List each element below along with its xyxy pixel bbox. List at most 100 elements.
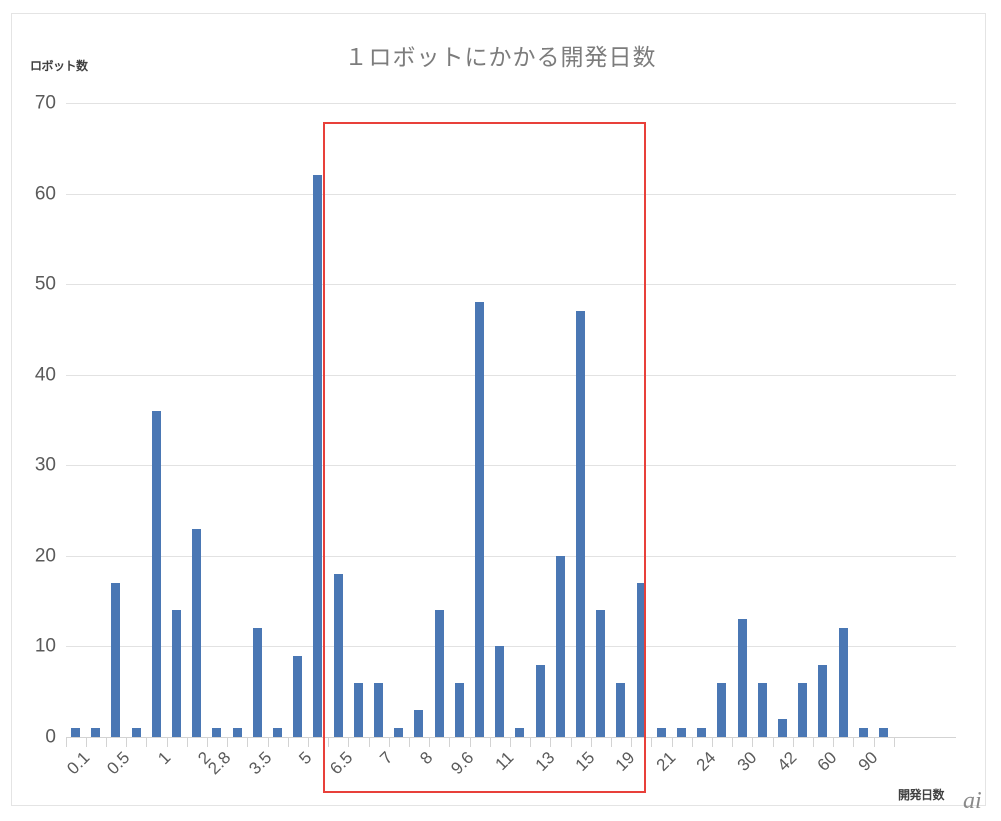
x-tick bbox=[651, 738, 653, 747]
bar bbox=[636, 583, 646, 737]
x-tick-label: 42 bbox=[773, 748, 801, 775]
x-tick bbox=[691, 738, 693, 747]
x-tick bbox=[469, 738, 471, 747]
bar bbox=[798, 682, 808, 737]
x-tick-label: 0.5 bbox=[103, 748, 134, 779]
x-tick bbox=[449, 738, 451, 747]
bar bbox=[596, 610, 606, 737]
bar bbox=[879, 727, 888, 737]
bar bbox=[737, 619, 747, 737]
gridline bbox=[66, 103, 956, 104]
x-tick-label: 60 bbox=[814, 748, 841, 775]
bar bbox=[192, 528, 202, 737]
bar bbox=[515, 727, 525, 737]
x-tick bbox=[812, 738, 814, 747]
bar bbox=[172, 610, 181, 737]
x-axis-line bbox=[66, 737, 956, 738]
bar bbox=[697, 727, 707, 737]
y-axis-tick-labels: 0 10 20 30 40 50 60 70 bbox=[12, 94, 56, 747]
y-tick-label: 30 bbox=[34, 454, 56, 476]
y-tick-label: 70 bbox=[34, 92, 56, 114]
bar bbox=[151, 410, 161, 737]
bar bbox=[495, 646, 505, 737]
x-tick bbox=[105, 738, 107, 747]
bar bbox=[374, 682, 383, 737]
x-tick bbox=[348, 738, 350, 747]
x-tick bbox=[267, 738, 269, 747]
bar bbox=[71, 727, 80, 737]
x-tick bbox=[146, 738, 148, 747]
x-tick-label: 0.1 bbox=[63, 748, 94, 779]
x-tick bbox=[388, 738, 390, 747]
gridline bbox=[66, 374, 956, 376]
bar bbox=[293, 655, 303, 737]
bar bbox=[394, 727, 404, 737]
bar bbox=[313, 175, 323, 737]
bar bbox=[91, 727, 101, 737]
bar bbox=[778, 718, 787, 737]
x-tick-label: 6.5 bbox=[325, 748, 357, 779]
x-tick bbox=[732, 738, 734, 747]
bar bbox=[232, 727, 242, 737]
x-tick bbox=[752, 738, 754, 747]
x-tick bbox=[631, 738, 633, 747]
bar bbox=[616, 682, 626, 737]
plot-area bbox=[66, 103, 956, 738]
x-tick bbox=[509, 738, 511, 747]
x-tick bbox=[671, 738, 673, 747]
bar bbox=[353, 682, 363, 737]
bar bbox=[252, 628, 262, 737]
x-tick bbox=[166, 738, 168, 747]
bar bbox=[757, 682, 767, 737]
y-tick-label: 60 bbox=[34, 183, 56, 205]
bar bbox=[717, 682, 727, 737]
bar bbox=[677, 727, 686, 737]
gridline bbox=[66, 646, 956, 648]
x-tick bbox=[328, 738, 330, 747]
x-tick-label: 19 bbox=[612, 748, 639, 775]
x-tick bbox=[873, 738, 875, 747]
y-tick-label: 20 bbox=[34, 545, 56, 567]
y-tick-label: 40 bbox=[34, 364, 56, 386]
x-tick bbox=[368, 738, 370, 747]
x-tick bbox=[227, 738, 229, 747]
x-tick-label: 5 bbox=[295, 748, 316, 769]
y-tick-label: 10 bbox=[34, 635, 56, 657]
x-tick-label: 15 bbox=[571, 748, 599, 775]
gridline bbox=[66, 555, 956, 557]
x-tick bbox=[772, 738, 774, 747]
gridline bbox=[66, 465, 956, 467]
x-tick bbox=[287, 738, 289, 747]
bar bbox=[434, 610, 444, 737]
bar bbox=[333, 573, 343, 737]
x-tick bbox=[429, 738, 431, 747]
x-tick bbox=[853, 738, 855, 747]
bar bbox=[858, 727, 868, 737]
bar bbox=[656, 727, 666, 737]
bar bbox=[475, 302, 484, 737]
bar bbox=[111, 583, 121, 737]
x-tick bbox=[893, 738, 895, 747]
y-tick-label: 50 bbox=[34, 273, 56, 295]
x-tick bbox=[792, 738, 794, 747]
x-tick-label: 7 bbox=[376, 748, 397, 769]
y-tick-label: 0 bbox=[45, 726, 56, 748]
watermark-logo: ai bbox=[963, 788, 982, 814]
bar bbox=[818, 664, 828, 737]
bar bbox=[838, 628, 848, 737]
x-tick bbox=[65, 738, 67, 747]
x-tick-label: 8 bbox=[416, 748, 437, 769]
x-tick-label: 9.6 bbox=[447, 748, 478, 779]
bar bbox=[273, 727, 282, 737]
x-axis-ticks bbox=[65, 738, 956, 747]
x-tick bbox=[550, 738, 552, 747]
x-tick bbox=[206, 738, 208, 747]
x-tick bbox=[186, 738, 188, 747]
x-tick-label: 24 bbox=[692, 748, 720, 775]
x-tick bbox=[307, 738, 309, 747]
bar bbox=[576, 311, 585, 737]
bar bbox=[555, 555, 565, 737]
x-tick bbox=[126, 738, 128, 747]
y-axis-title: ロボット数 bbox=[30, 59, 88, 73]
